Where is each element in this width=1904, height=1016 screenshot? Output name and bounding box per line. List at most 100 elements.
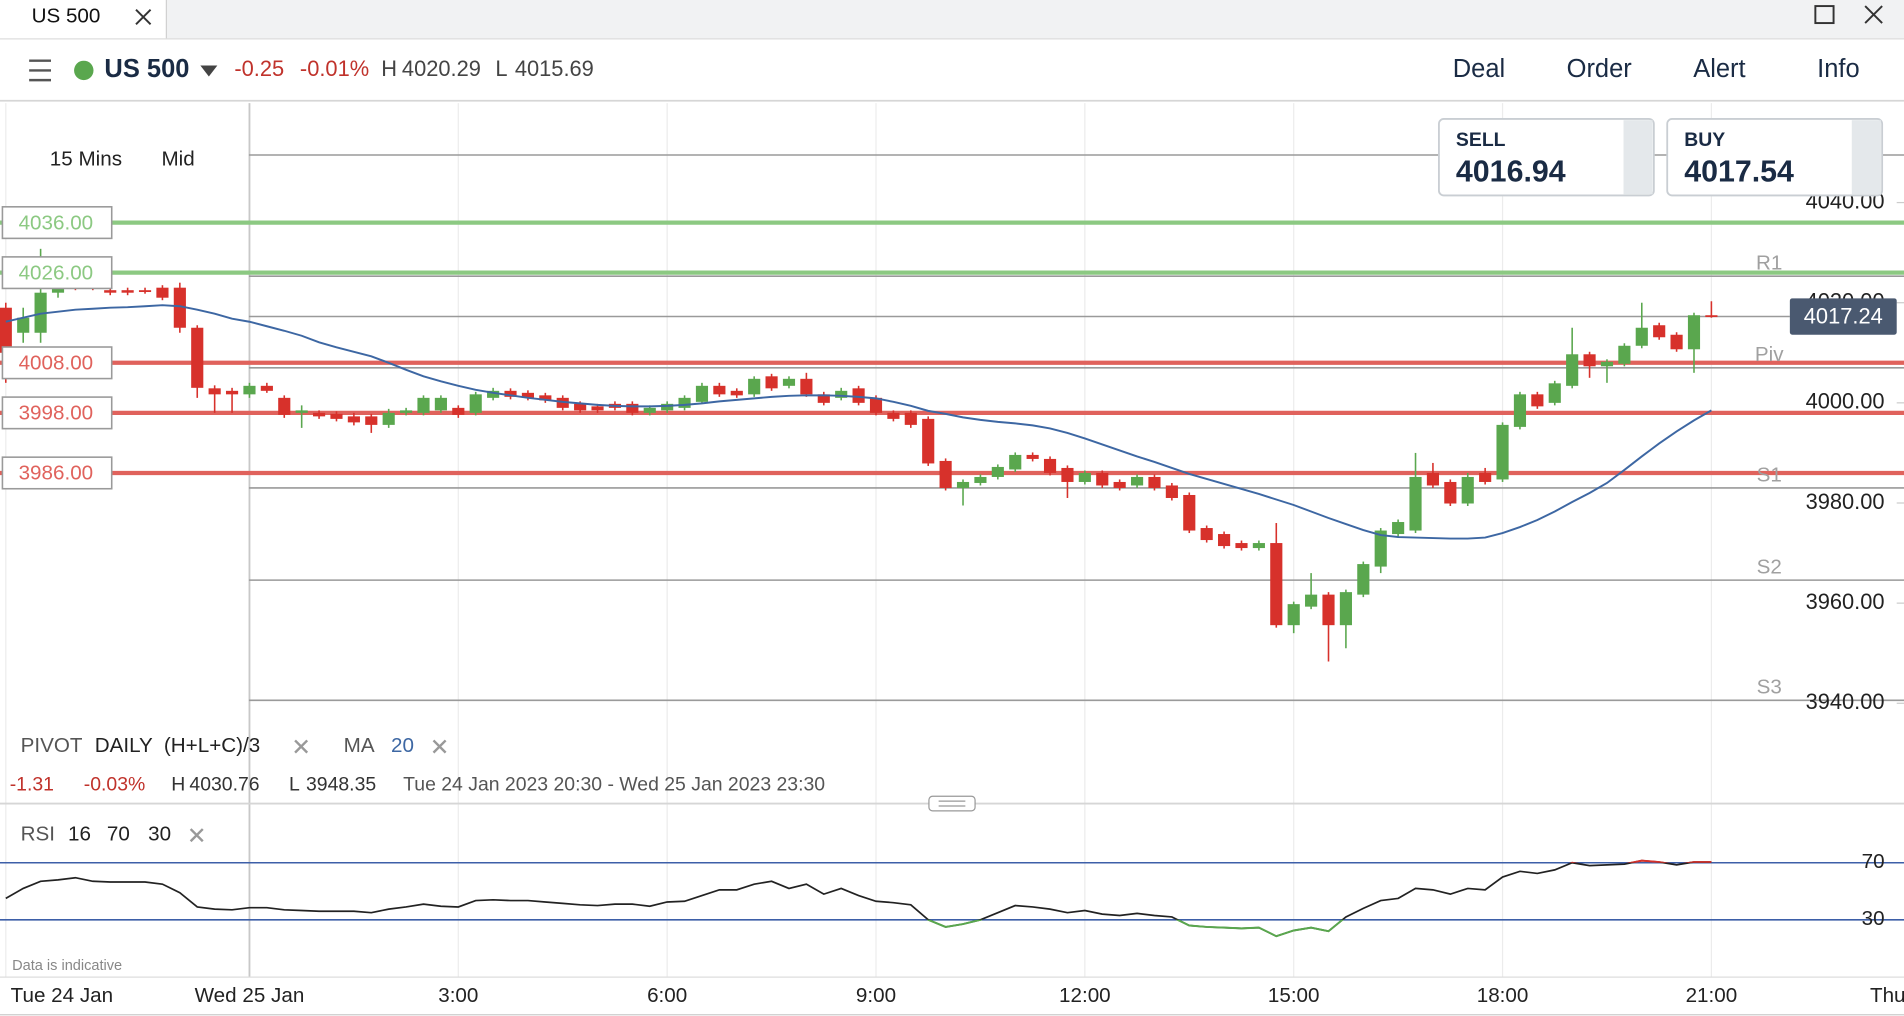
rsi-overbought — [1569, 859, 1712, 863]
candle-body — [382, 412, 395, 425]
candle-body — [1026, 454, 1039, 459]
candle-body — [730, 390, 743, 396]
tab-close[interactable] — [135, 9, 152, 25]
candle-body — [0, 307, 12, 353]
sell-button[interactable]: SELL 4016.94 — [1438, 118, 1655, 197]
candle-body — [643, 407, 656, 413]
candle-body — [1043, 458, 1057, 473]
candle-body — [1653, 325, 1666, 338]
candle-body — [817, 394, 830, 403]
rsi-pane: 70 30 — [0, 850, 1904, 938]
alert-label: 3986.00 — [19, 462, 94, 485]
candle-body — [1513, 394, 1527, 427]
menu-info[interactable]: Info — [1817, 55, 1860, 83]
candle-body — [156, 287, 169, 298]
instrument-name[interactable]: US 500 — [104, 55, 189, 83]
x-tick-label: 12:00 — [1059, 984, 1111, 1007]
candle-body — [243, 385, 256, 395]
alert-label-box — [1, 256, 113, 290]
candle-body — [887, 412, 900, 419]
x-tick-label: Wed 25 Jan — [195, 984, 305, 1007]
menu-order[interactable]: Order — [1567, 55, 1633, 83]
close-button[interactable] — [1864, 5, 1883, 24]
sell-label: SELL — [1456, 129, 1506, 151]
pivot-timeframe: DAILY — [95, 734, 153, 757]
candle-body — [1583, 354, 1596, 367]
candle-body — [1078, 472, 1091, 482]
pane-resize-handle[interactable] — [928, 795, 976, 812]
summary-range: Tue 24 Jan 2023 20:30 - Wed 25 Jan 2023 … — [403, 773, 825, 795]
candle-body — [521, 392, 534, 398]
candle-body — [591, 406, 604, 411]
x-tick-label: Tue 24 Jan — [11, 984, 113, 1007]
candle-body — [504, 390, 517, 397]
buy-label: BUY — [1684, 129, 1725, 151]
summary-low-label: L — [289, 773, 300, 795]
candle-body — [661, 403, 674, 411]
candle-body — [260, 385, 273, 391]
remove-rsi[interactable] — [189, 828, 204, 843]
x-tick-label: 15:00 — [1268, 984, 1320, 1007]
candle-body — [17, 317, 30, 333]
candle-body — [1635, 327, 1648, 346]
candle-body — [1496, 424, 1509, 480]
candle-body — [173, 287, 186, 328]
candle-body — [1409, 476, 1422, 531]
candle-body — [400, 410, 413, 413]
ma-period: 20 — [391, 734, 414, 757]
remove-ma[interactable] — [432, 739, 447, 754]
summary-change-pct: -0.03% — [84, 773, 146, 795]
candle-body — [1600, 361, 1614, 367]
candle-body — [678, 397, 691, 408]
tab[interactable] — [0, 0, 167, 39]
menu-deal[interactable]: Deal — [1453, 55, 1505, 83]
candle-body — [626, 403, 639, 413]
remove-pivot[interactable] — [294, 739, 309, 754]
candle-body — [417, 397, 430, 413]
instrument-dropdown[interactable] — [200, 65, 218, 77]
candle-body — [1444, 481, 1457, 504]
interval[interactable]: 15 Mins — [50, 148, 122, 171]
rsi-level-label: 30 — [1862, 907, 1885, 930]
x-tick-label: 9:00 — [856, 984, 896, 1007]
candle-body — [800, 378, 813, 395]
high: 4020.29 — [402, 56, 481, 81]
candle-body — [330, 413, 343, 419]
candle-body — [1183, 494, 1196, 531]
menu-alert[interactable]: Alert — [1693, 55, 1745, 83]
candle-body — [313, 412, 326, 417]
alert-label-box — [1, 456, 113, 490]
candle-body — [869, 397, 883, 413]
x-tick-label: 6:00 — [647, 984, 687, 1007]
pivot-label: Piv — [1755, 343, 1784, 366]
candle-body — [1339, 592, 1352, 626]
candle-body — [904, 412, 917, 425]
candle-body — [1531, 394, 1544, 407]
x-tick-label: 3:00 — [438, 984, 478, 1007]
candle-body — [922, 418, 935, 464]
alert-label: 4026.00 — [19, 261, 94, 284]
pivot-formula: (H+L+C)/3 — [164, 734, 260, 757]
summary-low: 3948.35 — [306, 773, 376, 795]
candle-body — [974, 476, 987, 483]
price-labels: R1 Piv S1 S2 S3 4036.00 4026.00 4008.00 3998.00 3… — [1, 188, 1904, 714]
buy-price: 4017.54 — [1684, 156, 1794, 189]
rsi-oversold — [926, 919, 1344, 938]
menu-icon[interactable] — [29, 59, 51, 82]
candle-body — [1061, 467, 1074, 482]
candle-body — [1200, 528, 1213, 541]
candle-body — [1235, 543, 1248, 549]
maximize-button[interactable] — [1814, 5, 1835, 25]
candle-body — [539, 395, 552, 401]
low: 4015.69 — [515, 56, 594, 81]
pivot-name: PIVOT — [21, 734, 83, 757]
price-type[interactable]: Mid — [162, 148, 195, 171]
candle-body — [1287, 604, 1300, 626]
buy-button[interactable]: BUY 4017.54 — [1666, 118, 1884, 197]
disclaimer: Data is indicative — [12, 958, 122, 974]
candle-body — [469, 394, 482, 413]
pivot-label: S3 — [1757, 676, 1782, 699]
candle-body — [295, 410, 308, 413]
candle-body — [121, 290, 134, 293]
